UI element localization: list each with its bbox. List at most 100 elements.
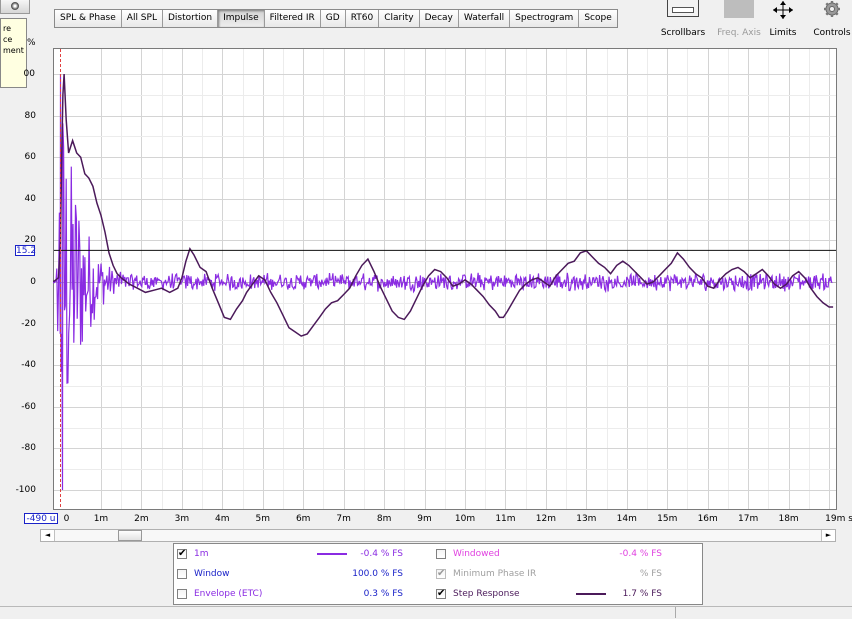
scroll-thumb[interactable] (118, 530, 142, 541)
tooltip-line: ce (3, 35, 13, 44)
freq-axis-button[interactable]: Freq. Axis (715, 0, 763, 40)
record-icon (11, 2, 19, 10)
legend-value: -0.4 % FS (360, 549, 403, 559)
y-tick-label: -100 (15, 485, 36, 495)
tab-filtered-ir[interactable]: Filtered IR (264, 10, 321, 27)
legend-row-step-response: Step Response 1.7 % FS (436, 587, 696, 601)
legend-checkbox[interactable] (436, 549, 446, 559)
legend-line-swatch (317, 553, 347, 555)
x-tick-label: 19m s (825, 514, 852, 524)
legend-value: % FS (639, 569, 662, 579)
legend-value: 0.3 % FS (363, 589, 403, 599)
tab-rt60[interactable]: RT60 (345, 10, 380, 27)
legend-checkbox[interactable] (177, 547, 187, 561)
legend-checkbox[interactable] (177, 569, 187, 579)
y-tick-label: 00 (23, 69, 35, 79)
legend-row-window: Window 100.0 % FS (177, 567, 437, 581)
legend-trace-name: Step Response (453, 589, 520, 599)
tab-distortion[interactable]: Distortion (162, 10, 219, 27)
gear-icon (824, 1, 840, 17)
legend-checkbox[interactable] (436, 587, 446, 601)
x-tick-label: 8m (376, 514, 392, 524)
legend-line-swatch (576, 593, 606, 595)
scroll-left-arrow-icon[interactable]: ◄ (41, 530, 55, 541)
percent-label: % (27, 38, 36, 48)
legend-trace-name: Window (194, 569, 230, 579)
y-tick-label: -80 (21, 443, 36, 454)
x-tick-label: 3m (174, 514, 190, 524)
x-tick-label: 6m (295, 514, 311, 524)
x-tick-label: 17m (738, 514, 759, 524)
scrollbars-button[interactable]: Scrollbars (658, 0, 708, 40)
legend-row-windowed: Windowed -0.4 % FS (436, 547, 696, 561)
x-cursor-marker[interactable]: -490 u (24, 513, 58, 524)
legend-trace-name: Minimum Phase IR (453, 569, 537, 579)
trace-1m (53, 73, 833, 491)
y-tick-label: 20 (24, 235, 36, 246)
tooltip-line: re (3, 24, 12, 33)
status-bar (0, 606, 852, 619)
x-tick-label: 9m (417, 514, 432, 524)
freq-axis-icon (724, 0, 754, 18)
status-divider (675, 607, 676, 618)
freq-axis-label: Freq. Axis (717, 28, 761, 38)
controls-label: Controls (813, 28, 851, 38)
legend-row-minimum-phase-ir: Minimum Phase IR % FS (436, 567, 696, 581)
impulse-plot[interactable] (53, 48, 837, 510)
tab-impulse[interactable]: Impulse (218, 10, 265, 27)
x-tick-label: 12m (535, 514, 557, 524)
y-tick-label: -20 (21, 318, 36, 329)
trace-legend: 1m -0.4 % FS Window 100.0 % FS Envelope (ETC… (173, 543, 703, 605)
scrollbars-label: Scrollbars (660, 28, 706, 38)
scrollbars-icon (667, 0, 699, 17)
trace-step-response (53, 73, 834, 337)
legend-checkbox[interactable] (177, 589, 187, 599)
legend-trace-name: Windowed (453, 549, 500, 559)
y-tick-label: -60 (21, 401, 36, 412)
y-tick-label: -40 (21, 360, 36, 371)
tooltip: re ce ment (0, 18, 27, 88)
x-tick-label: 15m (657, 514, 678, 524)
horizontal-scrollbar[interactable]: ◄ ► (40, 529, 836, 542)
y-axis: 00 80 60 40 20 0 -20 -40 -60 -80 -100 (0, 48, 53, 508)
capture-button[interactable] (0, 0, 30, 14)
x-tick-label: 2m (134, 514, 149, 524)
tab-waterfall[interactable]: Waterfall (458, 10, 511, 27)
x-tick-label: 16m (697, 514, 718, 524)
tab-gd[interactable]: GD (320, 10, 346, 27)
controls-button[interactable]: Controls (812, 0, 852, 40)
legend-value: 100.0 % FS (352, 569, 403, 579)
y-tick-label: 40 (24, 193, 36, 204)
y-tick-label: 0 (30, 277, 36, 287)
x-tick-label: 5m (255, 514, 271, 524)
x-tick-label: 14m (616, 514, 637, 524)
limits-icon (773, 1, 793, 19)
graph-tabs: SPL & Phase All SPL Distortion Impulse Filte… (54, 9, 618, 28)
tab-spl-phase[interactable]: SPL & Phase (55, 10, 122, 27)
x-tick-label: 7m (336, 514, 351, 524)
scroll-right-arrow-icon[interactable]: ► (821, 530, 835, 541)
legend-value: 1.7 % FS (622, 589, 662, 599)
legend-checkbox (436, 567, 446, 581)
tab-scope[interactable]: Scope (579, 10, 617, 27)
y-tick-label: 60 (24, 152, 36, 163)
limits-button[interactable]: Limits (763, 0, 803, 40)
x-tick-label: 18m (778, 514, 799, 524)
limits-label: Limits (769, 28, 797, 38)
tab-clarity[interactable]: Clarity (379, 10, 420, 27)
x-tick-label: 4m (215, 514, 230, 524)
x-tick-label: 0 (63, 514, 70, 524)
tab-decay[interactable]: Decay (419, 10, 459, 27)
legend-trace-name: Envelope (ETC) (194, 589, 263, 599)
legend-trace-name: 1m (194, 549, 209, 559)
tab-spectrogram[interactable]: Spectrogram (510, 10, 580, 27)
y-tick-label: 80 (24, 110, 36, 121)
x-tick-label: 1m (93, 514, 109, 524)
x-tick-label: 13m (576, 514, 597, 524)
legend-value: -0.4 % FS (619, 549, 662, 559)
tab-all-spl[interactable]: All SPL (121, 10, 163, 27)
tooltip-line: ment (3, 46, 24, 55)
y-cursor-marker[interactable]: 15.2 (15, 245, 37, 256)
legend-row-envelope-etc: Envelope (ETC) 0.3 % FS (177, 587, 437, 601)
legend-row-1m: 1m -0.4 % FS (177, 547, 437, 561)
